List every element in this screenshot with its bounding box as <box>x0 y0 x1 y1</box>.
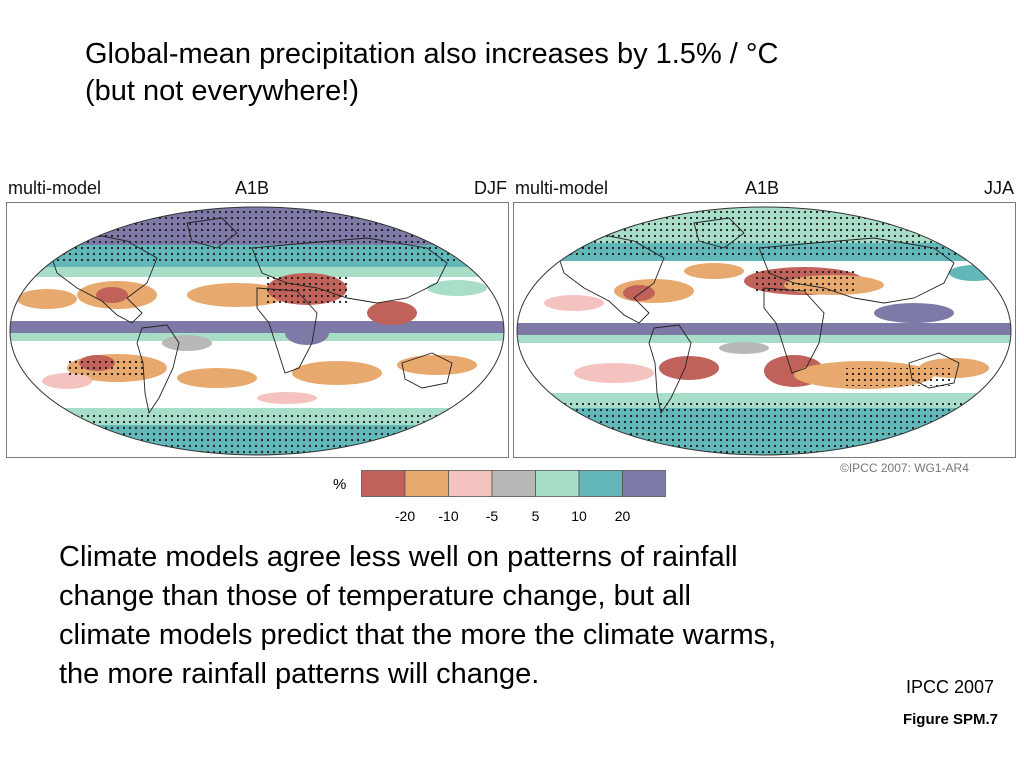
title-line-2: (but not everywhere!) <box>85 75 360 107</box>
legend-tick-label: -5 <box>485 508 499 524</box>
season-label: DJF <box>474 178 507 198</box>
legend-swatch <box>491 470 536 497</box>
legend-tick-label: 5 <box>531 508 540 524</box>
body-text: Climate models agree less well on patter… <box>59 541 777 690</box>
scenario-label: A1B <box>235 178 270 198</box>
scenario-label: A1B <box>745 178 780 198</box>
model-label: multi-model <box>515 178 609 198</box>
precip-map-djf <box>6 202 509 458</box>
legend-tick-label: -20 <box>394 508 416 524</box>
map-panel-djf: multi-model A1B DJF <box>6 178 509 458</box>
legend-tick-label: 10 <box>571 508 587 524</box>
season-label: JJA <box>983 178 1014 198</box>
legend-swatch <box>578 470 623 497</box>
legend-tick-label: 20 <box>614 508 631 524</box>
slide-title: Global-mean precipitation also increases… <box>85 36 985 110</box>
legend-swatch <box>404 470 449 497</box>
source-citation: IPCC 2007 <box>905 677 994 697</box>
color-legend <box>361 470 666 497</box>
title-line-1: Global-mean precipitation also increases… <box>85 38 779 70</box>
legend-unit: % <box>333 476 347 493</box>
map-header-djf: multi-model A1B DJF <box>6 178 509 200</box>
model-label: multi-model <box>8 178 102 198</box>
map-header-jja: multi-model A1B JJA <box>513 178 1016 200</box>
legend-swatch <box>361 470 406 497</box>
precip-map-jja <box>513 202 1016 458</box>
legend-swatch <box>448 470 493 497</box>
legend-tick-label: -10 <box>438 508 459 524</box>
figure-reference: Figure SPM.7 <box>902 711 998 728</box>
map-panel-jja: multi-model A1B JJA <box>513 178 1016 458</box>
map-field <box>517 207 1011 455</box>
copyright-text: ©IPCC 2007: WG1-AR4 <box>840 461 969 475</box>
legend-swatch <box>622 470 666 497</box>
legend-swatch <box>535 470 580 497</box>
